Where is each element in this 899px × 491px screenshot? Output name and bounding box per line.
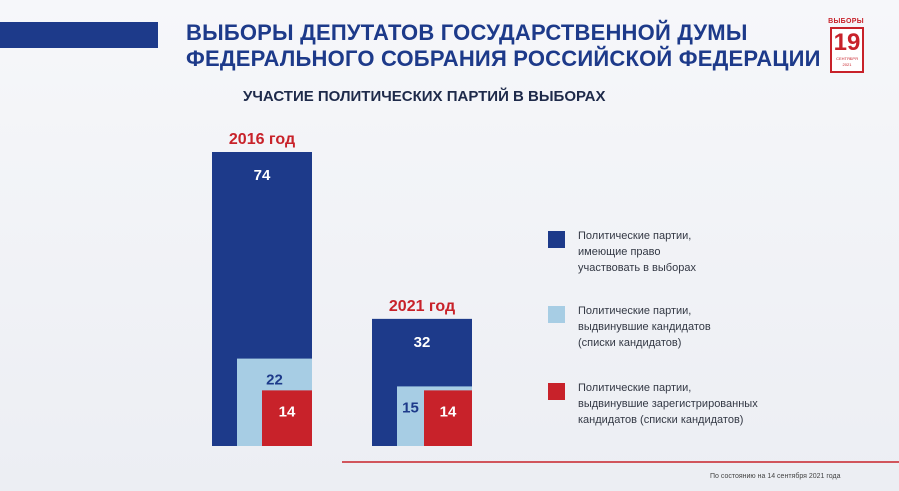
legend-swatch-eligible (548, 231, 565, 248)
legend-swatch-registered (548, 383, 565, 400)
legend-label-eligible: Политические партии, имеющие право участ… (578, 228, 808, 276)
accent-bar (0, 22, 158, 48)
legend-line: (списки кандидатов) (578, 337, 682, 349)
data-label-0-2: 14 (279, 403, 296, 420)
category-label-1: 2021 год (389, 298, 455, 315)
legend-label-nominated: Политические партии, выдвинувшие кандида… (578, 303, 808, 351)
logo-top-text: ВЫБОРЫ (828, 18, 864, 25)
logo-calendar-icon: 19 СЕНТЯБРЯ 2021 (830, 27, 864, 73)
page-title: ВЫБОРЫ ДЕПУТАТОВ ГОСУДАРСТВЕННОЙ ДУМЫ ФЕ… (186, 20, 821, 72)
data-label-1-2: 14 (440, 403, 457, 420)
legend-label-registered: Политические партии, выдвинувшие зарегис… (578, 380, 808, 428)
legend-line: кандидатов (списки кандидатов) (578, 414, 744, 426)
legend-line: имеющие право (578, 246, 661, 258)
logo-day: 19 (833, 29, 861, 56)
data-label-0-1: 22 (266, 372, 283, 389)
data-label-1-1: 15 (402, 399, 419, 416)
chart-subtitle: УЧАСТИЕ ПОЛИТИЧЕСКИХ ПАРТИЙ В ВЫБОРАХ (243, 88, 606, 105)
logo-year: 2021 (842, 62, 852, 67)
data-label-0-0: 74 (254, 167, 271, 184)
elections-logo: ВЫБОРЫ 19 СЕНТЯБРЯ 2021 (826, 18, 866, 73)
legend-line: выдвинувшие зарегистрированных (578, 398, 758, 410)
title-line-2: ФЕДЕРАЛЬНОГО СОБРАНИЯ РОССИЙСКОЙ ФЕДЕРАЦ… (186, 46, 821, 71)
footnote: По состоянию на 14 сентября 2021 года (710, 473, 841, 480)
legend-swatch-nominated (548, 306, 565, 323)
legend-line: Политические партии, (578, 382, 692, 394)
category-label-0: 2016 год (229, 131, 295, 148)
bar-1-2 (424, 390, 472, 446)
logo-month: СЕНТЯБРЯ (836, 56, 858, 61)
legend-line: Политические партии, (578, 230, 692, 242)
legend-line: участвовать в выборах (578, 262, 696, 274)
bar-0-2 (262, 390, 312, 446)
legend-line: Политические партии, (578, 305, 692, 317)
data-label-1-0: 32 (414, 334, 431, 351)
title-line-1: ВЫБОРЫ ДЕПУТАТОВ ГОСУДАРСТВЕННОЙ ДУМЫ (186, 20, 748, 45)
legend-line: выдвинувшие кандидатов (578, 321, 711, 333)
